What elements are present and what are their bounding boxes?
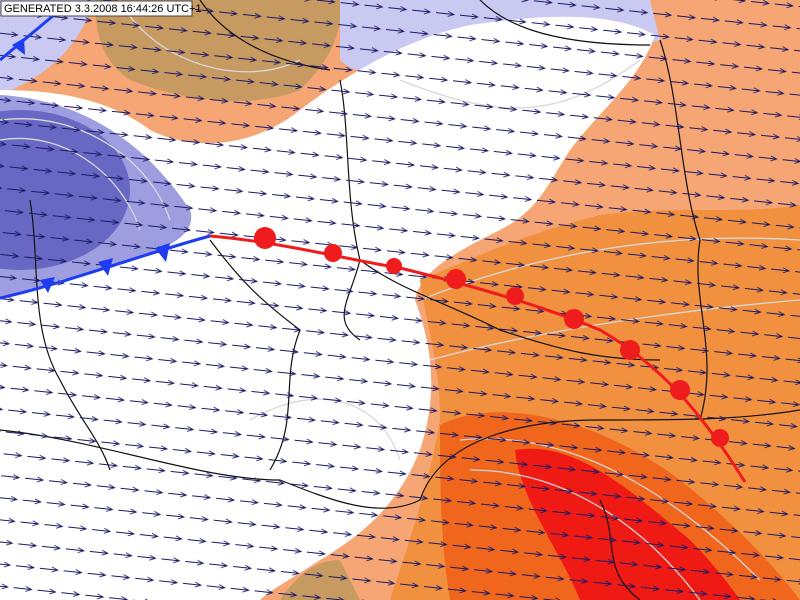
front-line <box>0 234 211 300</box>
front-symbols <box>40 243 170 293</box>
front-symbols <box>254 227 729 447</box>
front-line <box>0 8 61 62</box>
front-symbols <box>12 38 25 55</box>
label-box <box>0 0 193 17</box>
cold-front <box>0 8 211 300</box>
generated-label: GENERATED 3.3.2008 16:44:26 UTC+1 <box>4 3 202 15</box>
warm-front <box>209 227 747 483</box>
